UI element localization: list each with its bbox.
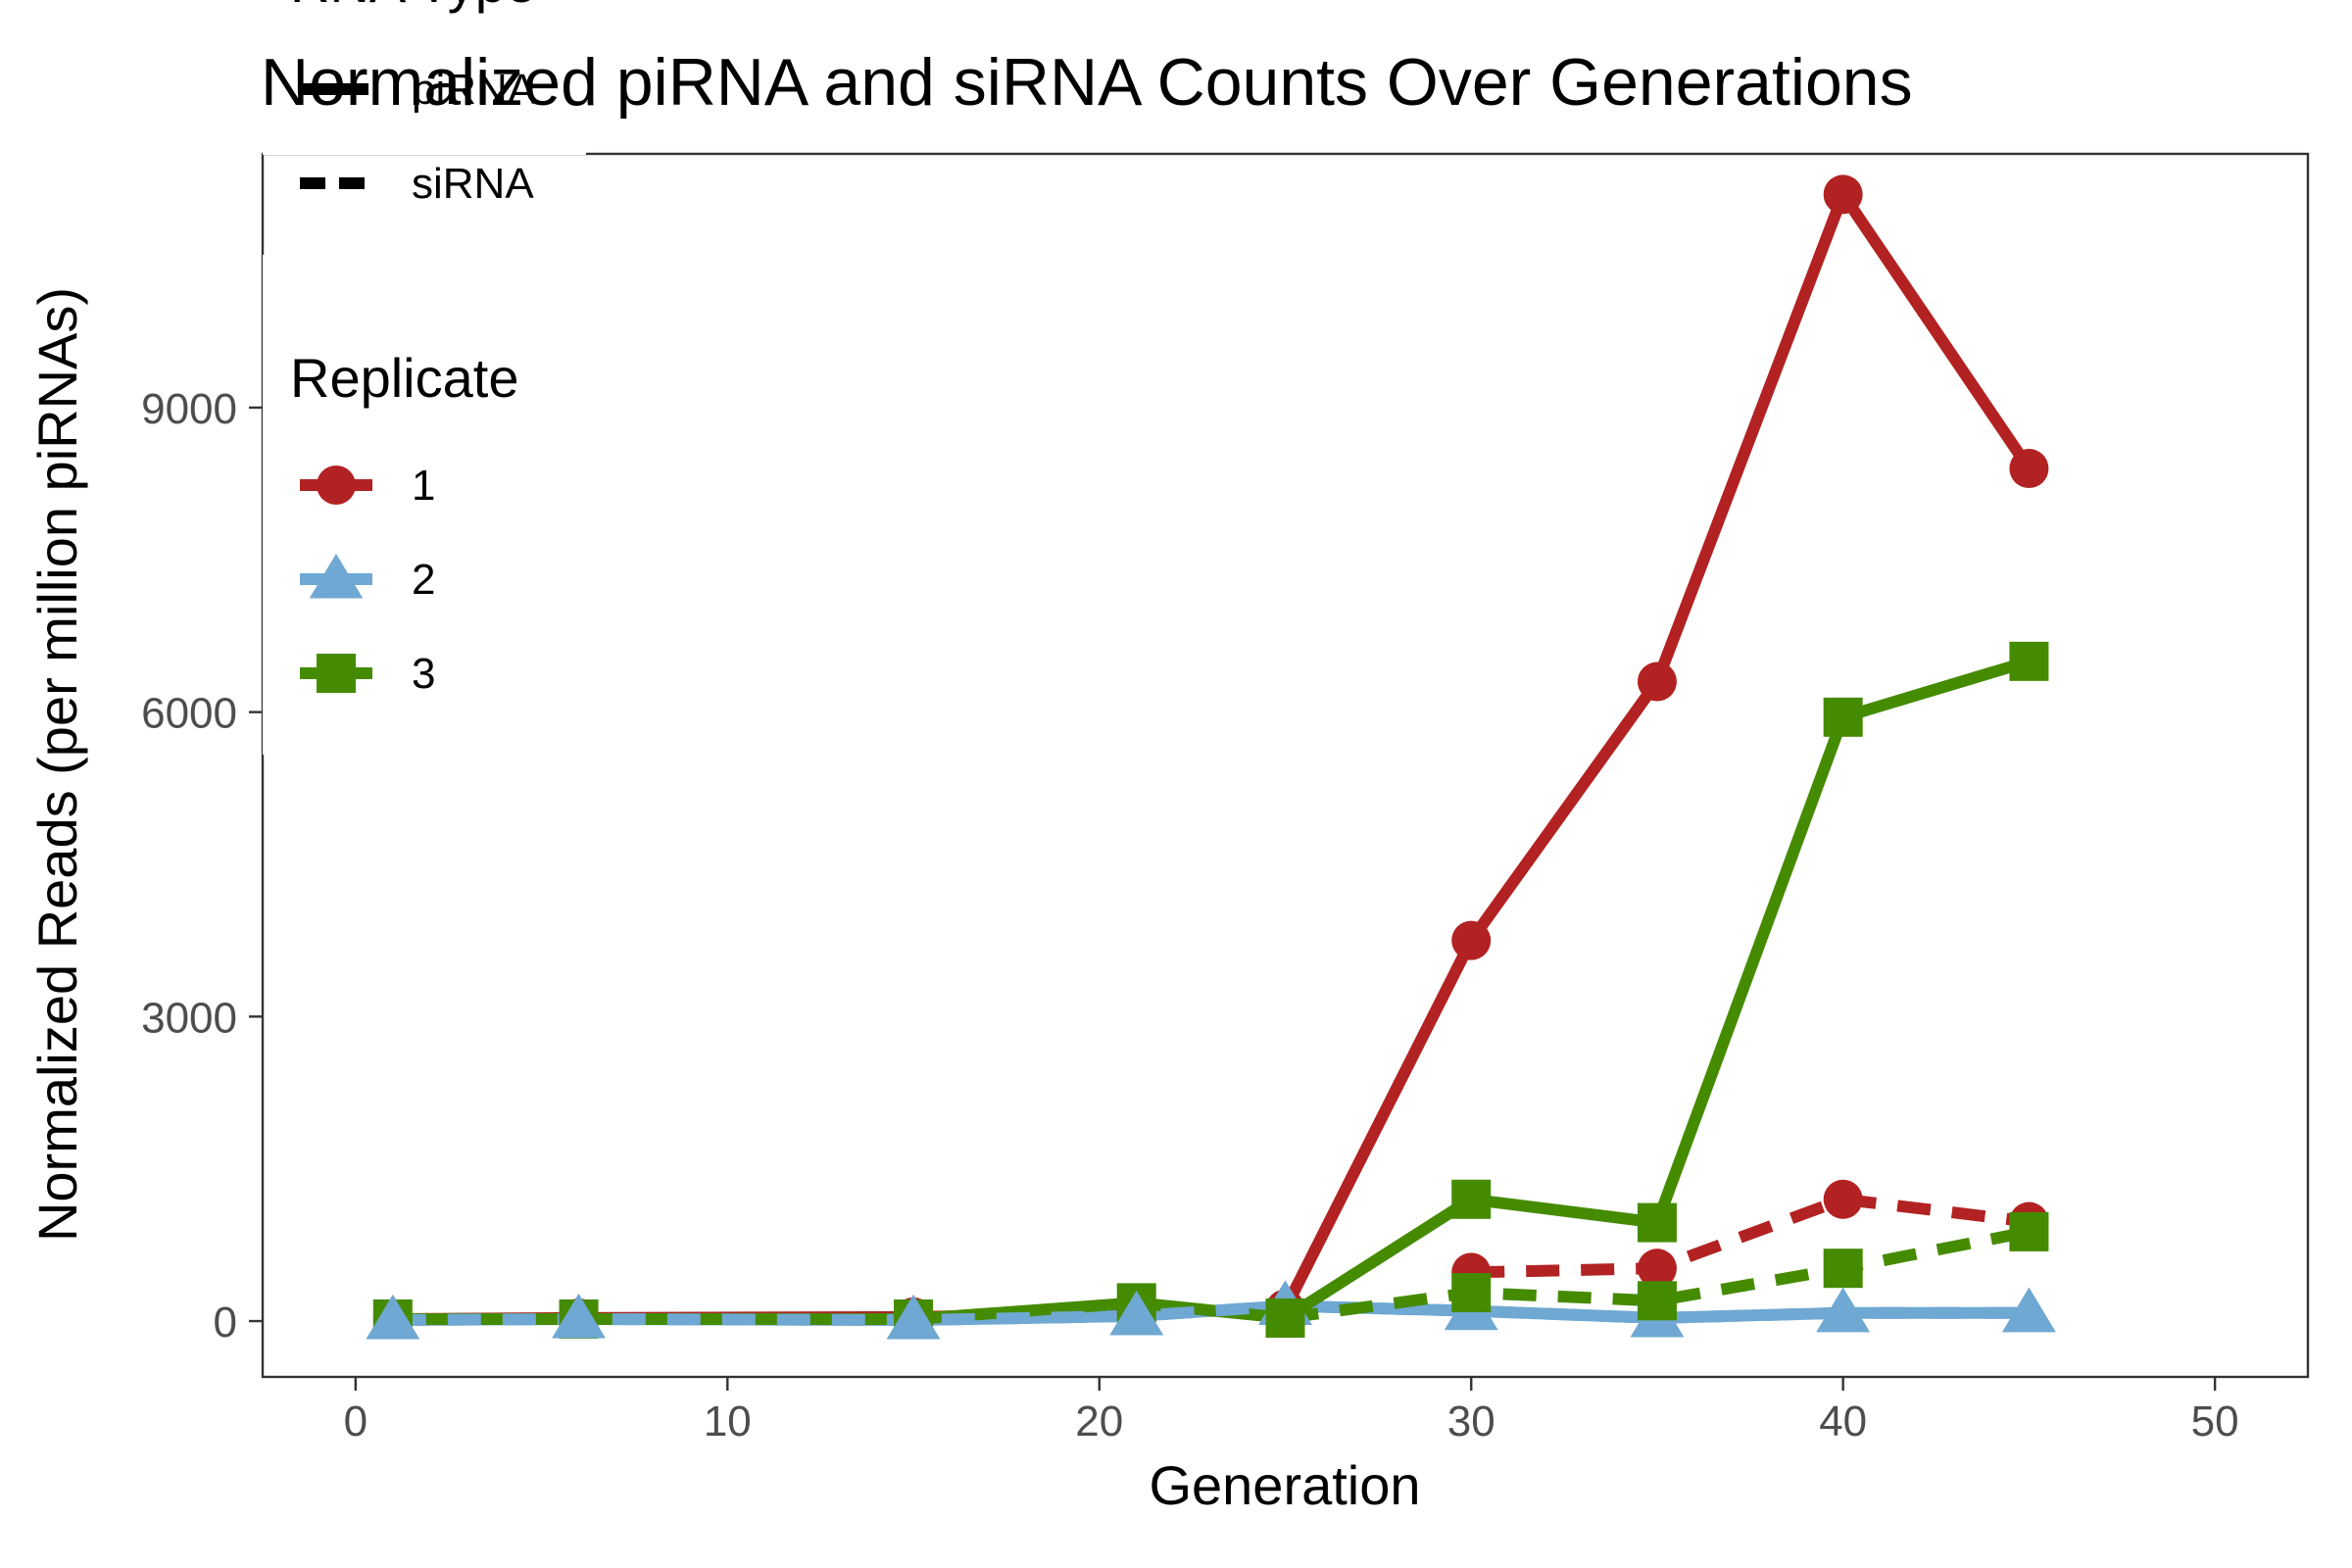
data-point-rep3-pirna (1823, 697, 1863, 737)
legend-replicate-title: Replicate (290, 347, 518, 409)
data-point-rep2-sirna (2002, 1287, 2056, 1333)
y-tick-label: 0 (214, 1298, 237, 1347)
data-point-rep2-sirna (886, 1295, 941, 1340)
series-line-rep3-sirna (1284, 1226, 2031, 1324)
y-tick-label: 3000 (141, 994, 237, 1042)
x-tick-label: 30 (1447, 1397, 1495, 1446)
data-point-rep2-sirna (1816, 1287, 1870, 1333)
x-tick-label: 0 (344, 1397, 368, 1446)
data-point-rep3-pirna (1451, 1179, 1492, 1219)
data-point-rep1-pirna (2009, 449, 2049, 489)
chart-title: Normalized piRNA and siRNA Counts Over G… (261, 45, 1913, 120)
data-point-rep2-sirna (1109, 1290, 1164, 1336)
data-point-rep2-sirna (366, 1295, 420, 1340)
data-point-rep2-sirna (552, 1293, 606, 1339)
legend-label-sirna: siRNA (412, 160, 534, 208)
axes: 0 10 20 30 40 50 0 3000 6000 9000 (141, 385, 2239, 1446)
data-point-rep1-pirna (1451, 920, 1492, 960)
legend-rna-background (263, 0, 586, 155)
legend: RNA Type piRNA siRNA Replicate 1 2 3 (263, 0, 586, 755)
data-point-rep1-pirna (1637, 662, 1677, 702)
data-point-rep1-sirna (1637, 1249, 1677, 1289)
x-tick-label: 50 (2191, 1397, 2239, 1446)
x-tick-label: 40 (1819, 1397, 1867, 1446)
series-line-rep1-sirna (1471, 1193, 2031, 1279)
data-point-rep3-sirna (1265, 1298, 1305, 1338)
legend-label-rep1: 1 (412, 462, 435, 510)
data-point-rep3-sirna (1637, 1281, 1677, 1321)
legend-marker-rep1 (317, 466, 356, 505)
plot-panel (261, 152, 2310, 1379)
data-point-rep3-sirna (2009, 1211, 2049, 1251)
y-axis-title: Normalized Reads (per million piRNAs) (26, 287, 88, 1242)
y-tick-label: 9000 (141, 385, 237, 433)
legend-label-rep3: 3 (412, 650, 435, 698)
data-point-rep3-sirna (1451, 1273, 1492, 1313)
data-point-rep3-pirna (2009, 641, 2049, 681)
x-tick-label: 10 (704, 1397, 752, 1446)
legend-marker-rep3 (317, 654, 356, 693)
legend-rna-title: RNA Type (290, 0, 536, 14)
data-point-rep1-pirna (1823, 174, 1863, 215)
legend-label-rep2: 2 (412, 556, 435, 604)
legend-marker-rep2 (309, 554, 364, 599)
legend-label-pirna: piRNA (412, 66, 537, 114)
data-point-rep1-sirna (1823, 1179, 1863, 1219)
x-tick-label: 20 (1075, 1397, 1123, 1446)
series-points (366, 174, 2056, 1340)
x-axis-title: Generation (1149, 1454, 1420, 1516)
data-point-rep3-pirna (1637, 1202, 1677, 1243)
y-tick-label: 6000 (141, 690, 237, 738)
data-point-rep3-sirna (1823, 1249, 1863, 1289)
